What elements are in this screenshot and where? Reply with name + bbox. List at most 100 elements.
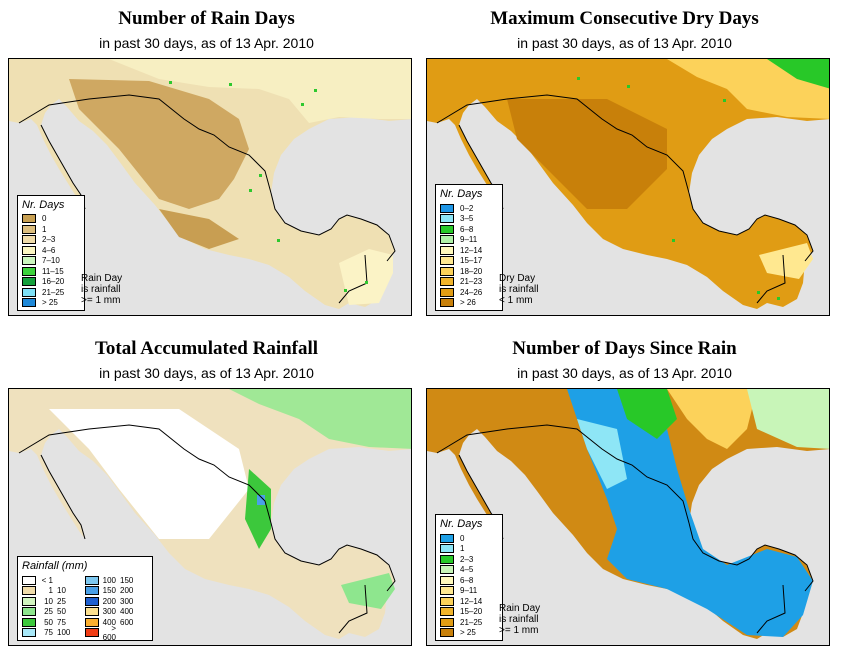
legend-range-low: > 600 xyxy=(102,623,116,642)
legend-label: 15–20 xyxy=(460,607,483,617)
panel-title: Maximum Consecutive Dry Days xyxy=(490,8,759,29)
panel-title: Number of Rain Days xyxy=(118,8,295,29)
legend-range-low: 75 xyxy=(44,628,53,638)
legend-item: 100 150 xyxy=(85,575,148,586)
legend-grid: < 1 1 10 10 25 25 50 50 75 75 100 100 150 150 200 200 3… xyxy=(22,575,148,642)
legend-item: 2–3 xyxy=(440,554,498,565)
map-canvas xyxy=(427,59,829,309)
green-speckles xyxy=(169,81,368,292)
legend-range-low: 150 xyxy=(102,586,116,596)
map-days-since-rain: Nr. Days 0 1 2–3 4–5 6–8 9–11 12–14 15–20 21–25 >… xyxy=(426,388,830,646)
legend-swatch xyxy=(440,277,454,287)
legend-item: 10 25 xyxy=(22,596,85,607)
legend-swatch xyxy=(440,203,454,213)
guatemala-border xyxy=(756,254,786,304)
legend-range-high: 100 xyxy=(57,628,71,638)
note-line: Rain Day xyxy=(81,273,123,284)
map-note: Rain Day is rainfall >= 1 mm xyxy=(81,273,122,306)
legend-item: 1 xyxy=(22,224,80,235)
legend-range-low: 300 xyxy=(102,607,116,617)
coastline xyxy=(270,192,396,262)
legend-item: 9–11 xyxy=(440,235,498,246)
dry-interior xyxy=(69,79,249,209)
gulf-green xyxy=(245,469,271,549)
legend-item: 0–2 xyxy=(440,203,498,214)
legend-label: 3–5 xyxy=(460,214,474,224)
guatemala-border xyxy=(338,584,368,634)
map-note: Dry Day is rainfall < 1 mm xyxy=(499,273,538,306)
blue-spot xyxy=(257,495,265,505)
legend-rainfall: Rainfall (mm) < 1 1 10 10 25 25 50 50 75 75 100 10… xyxy=(17,556,153,642)
legend-swatch xyxy=(440,298,454,308)
land-mass-north xyxy=(109,59,411,123)
panel-subtitle: in past 30 days, as of 13 Apr. 2010 xyxy=(99,35,314,51)
north-green xyxy=(229,389,411,449)
coastline xyxy=(688,192,814,262)
legend-item: > 25 xyxy=(22,298,80,309)
legend-swatch xyxy=(22,277,36,287)
legend-item: 4–5 xyxy=(440,565,498,576)
legend-title: Rainfall (mm) xyxy=(22,560,88,572)
legend-swatch xyxy=(22,287,36,297)
panel-title: Number of Days Since Rain xyxy=(512,338,737,359)
legend-range-low: 50 xyxy=(44,617,53,627)
legend-label: 0 xyxy=(460,533,465,543)
light-blue-strip xyxy=(577,419,627,489)
legend-item: 4–6 xyxy=(22,245,80,256)
legend-swatch xyxy=(22,245,36,255)
coastline xyxy=(688,522,814,592)
dry-interior-2 xyxy=(159,209,239,249)
legend-item: 3–5 xyxy=(440,214,498,225)
legend-title: Nr. Days xyxy=(440,518,483,530)
legend-range-high: 150 xyxy=(120,575,134,585)
legend-swatch xyxy=(22,575,36,585)
legend-label: 9–11 xyxy=(460,586,478,596)
legend-range-high: 25 xyxy=(57,596,66,606)
legend-item: 2–3 xyxy=(22,235,80,246)
panel-rain-days: Number of Rain Days in past 30 days, as … xyxy=(0,0,413,320)
legend-swatch xyxy=(85,617,99,627)
legend-label: 1 xyxy=(42,224,47,234)
legend-swatch xyxy=(22,607,36,617)
legend-label: 21–25 xyxy=(42,287,65,297)
legend-range-high: 400 xyxy=(120,607,134,617)
legend-item: > 600 xyxy=(85,624,148,642)
legend-range-low: 10 xyxy=(44,596,53,606)
legend-item: 200 300 xyxy=(85,596,148,607)
coastline xyxy=(270,522,396,592)
legend-item: < 1 xyxy=(22,575,85,586)
legend-item: 15–20 xyxy=(440,607,498,618)
map-total-rainfall: Rainfall (mm) < 1 1 10 10 25 25 50 50 75 75 100 10… xyxy=(8,388,412,646)
legend-rain-days: Nr. Days 0 1 2–3 4–6 7–10 11–15 16–20 21–25 > 25 xyxy=(17,194,85,311)
map-canvas xyxy=(9,59,411,309)
map-canvas xyxy=(9,389,411,639)
legend-max-dry-days: Nr. Days 0–2 3–5 6–8 9–11 12–14 15–17 18–20 21–… xyxy=(435,184,503,311)
legend-days-since-rain: Nr. Days 0 1 2–3 4–5 6–8 9–11 12–14 15–20 21–25 >… xyxy=(435,514,503,641)
legend-item: 0 xyxy=(22,214,80,225)
legend-item: 12–14 xyxy=(440,596,498,607)
legend-item: 18–20 xyxy=(440,266,498,277)
legend-label: 0–2 xyxy=(460,203,474,213)
legend-item: 25 50 xyxy=(22,607,85,618)
legend-item: 300 400 xyxy=(85,607,148,618)
legend-label: > 25 xyxy=(460,628,476,638)
legend-swatch xyxy=(22,596,36,606)
legend-swatch xyxy=(440,266,454,276)
panel-total-rainfall: Total Accumulated Rainfall in past 30 da… xyxy=(0,330,413,650)
legend-item: 21–25 xyxy=(440,617,498,628)
legend-swatch xyxy=(22,235,36,245)
legend-swatch xyxy=(440,533,454,543)
green-speckles xyxy=(577,77,780,300)
legend-label: 7–10 xyxy=(42,256,60,266)
legend-item: 16–20 xyxy=(22,277,80,288)
legend-swatch xyxy=(440,224,454,234)
legend-range-high: 600 xyxy=(120,617,134,627)
legend-swatch xyxy=(22,256,36,266)
legend-swatch xyxy=(440,575,454,585)
note-line: < 1 mm xyxy=(499,295,533,306)
legend-swatch xyxy=(440,596,454,606)
legend-column-right: 100 150 150 200 200 300 300 400 400 600 > 600 xyxy=(85,575,148,642)
legend-label: 2–3 xyxy=(42,235,56,245)
legend-swatch xyxy=(22,298,36,308)
legend-range-low: 25 xyxy=(44,607,53,617)
